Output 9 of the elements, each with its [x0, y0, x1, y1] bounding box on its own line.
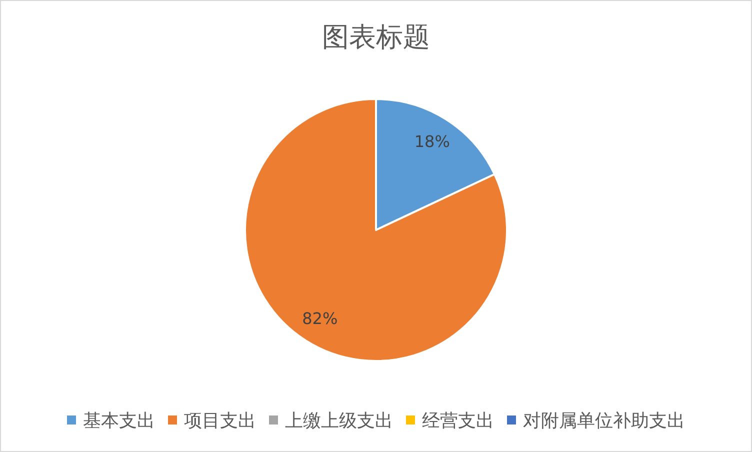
legend-label: 基本支出 [83, 410, 155, 432]
legend-label: 项目支出 [184, 410, 256, 432]
chart-title: 图表标题 [322, 22, 430, 53]
pie-slice [244, 98, 508, 362]
data-label: 18% [414, 132, 450, 152]
data-label: 82% [302, 309, 338, 328]
legend-label: 经营支出 [422, 410, 494, 432]
legend-label: 对附属单位补助支出 [523, 410, 685, 432]
legend-label: 上缴上级支出 [285, 410, 393, 432]
